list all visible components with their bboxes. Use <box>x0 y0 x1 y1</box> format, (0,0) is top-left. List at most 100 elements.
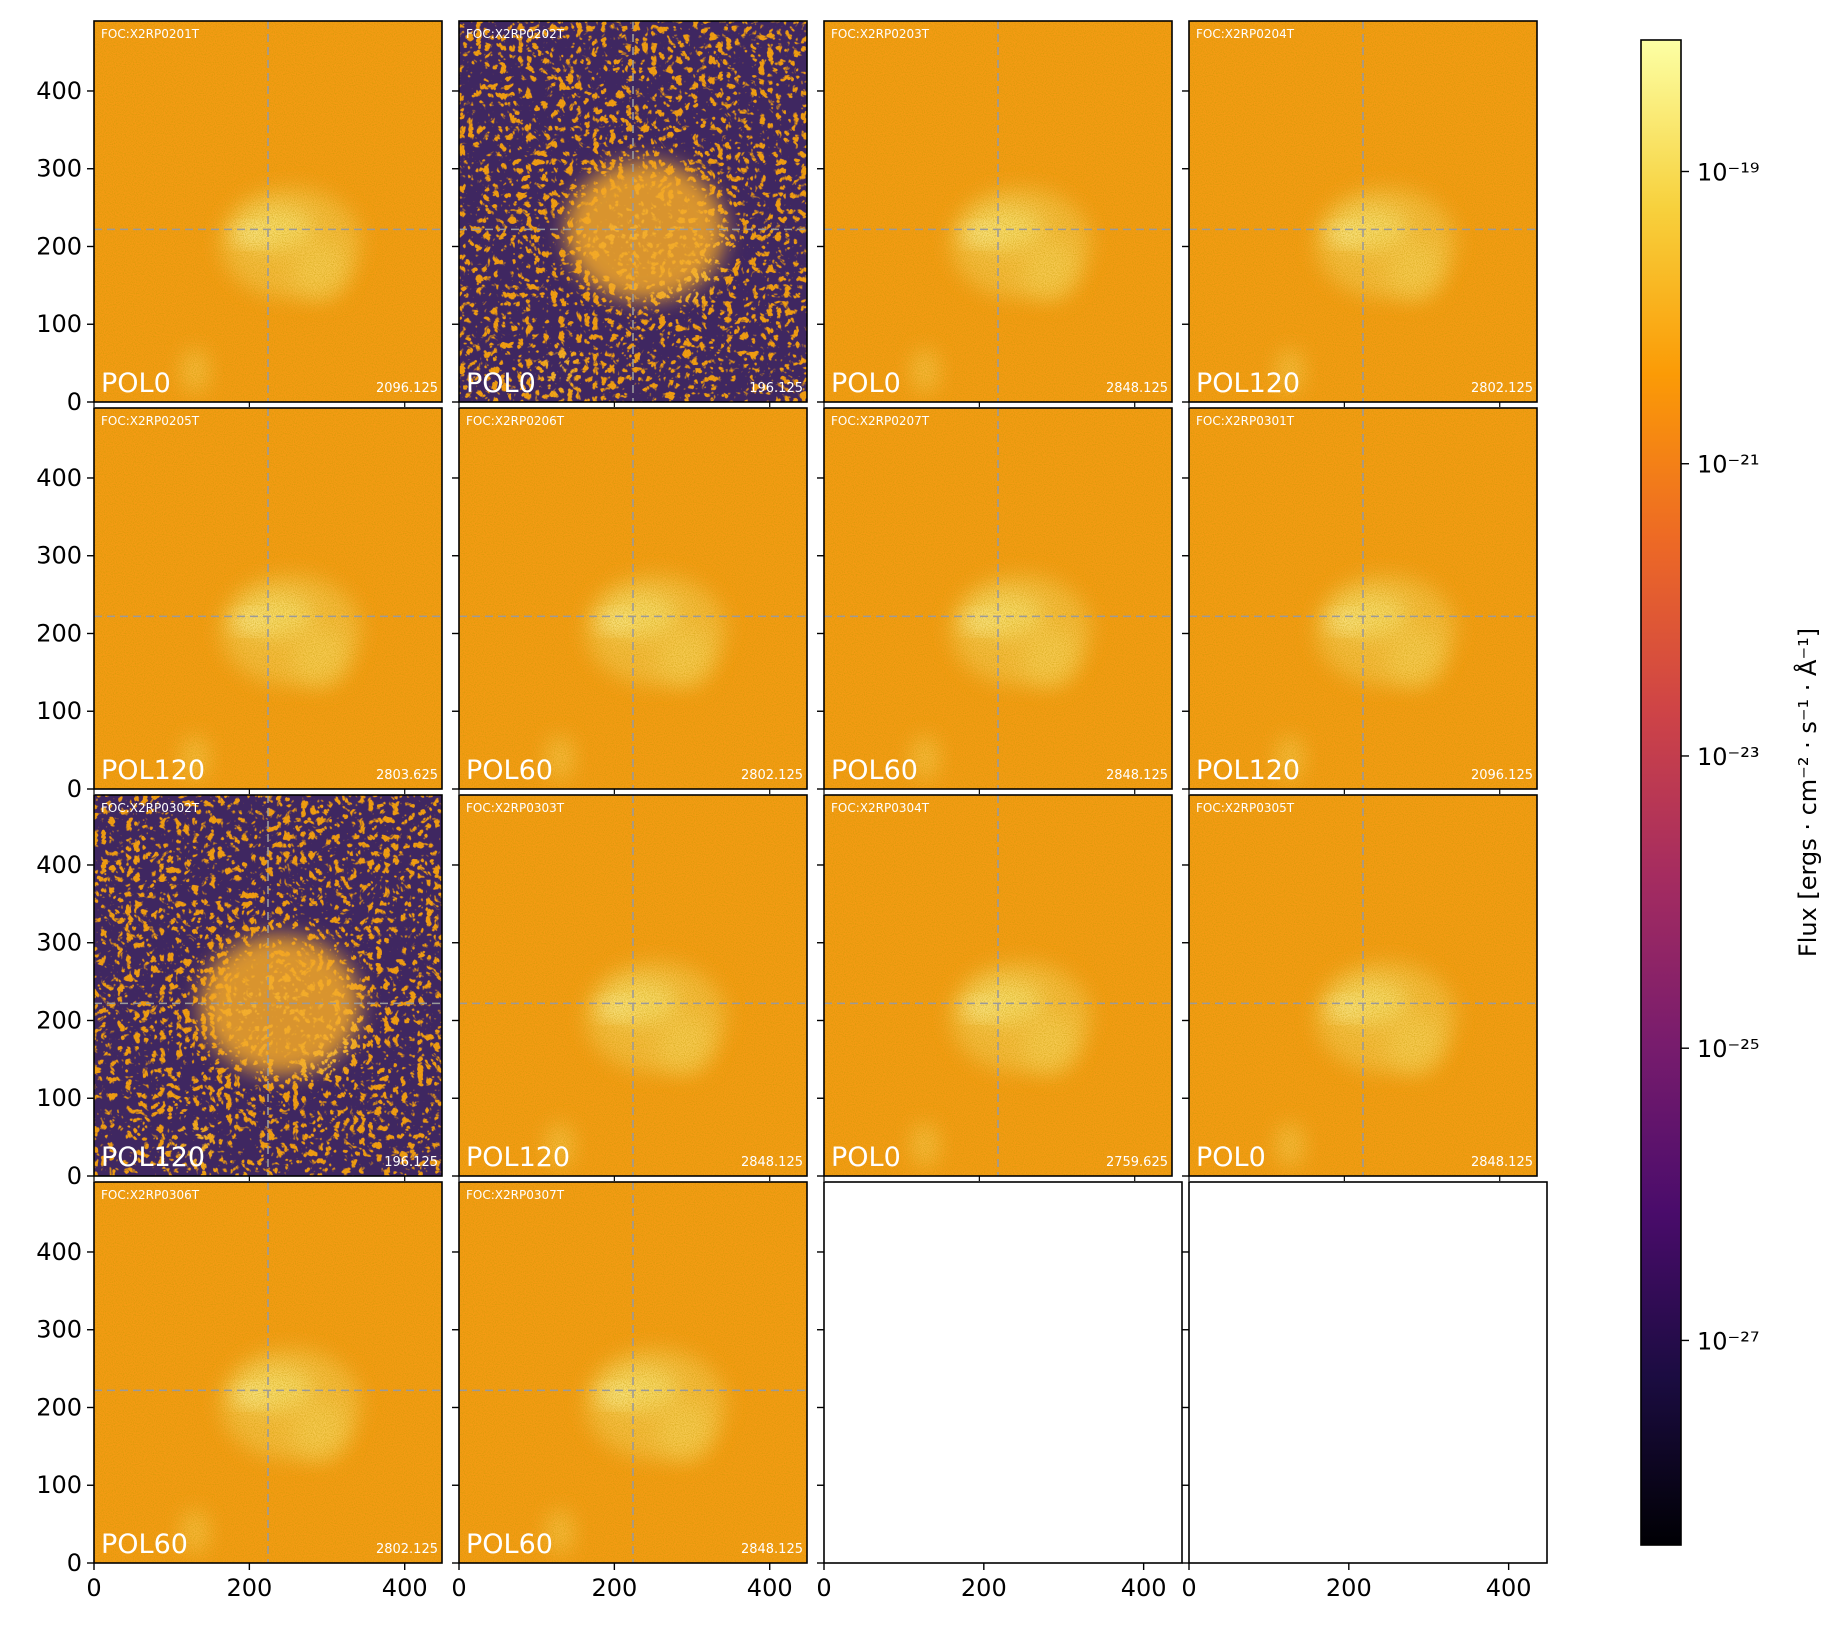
flux-image <box>94 21 442 402</box>
obs-id-label: FOC:X2RP0204T <box>1196 27 1295 41</box>
filter-label: POL60 <box>101 1529 188 1560</box>
colorbar-tick-label: 10⁻²⁷ <box>1697 1327 1759 1355</box>
filter-label: POL0 <box>466 368 536 399</box>
axes-frame <box>93 1181 443 1564</box>
obs-id-label: FOC:X2RP0205T <box>101 414 200 428</box>
x-tick-label: 0 <box>451 1574 466 1602</box>
y-tick-label: 300 <box>36 1316 82 1344</box>
obs-id-label: FOC:X2RP0207T <box>831 414 930 428</box>
axes-frame <box>458 407 808 790</box>
flux-image <box>459 408 807 789</box>
axes-frame <box>823 407 1173 790</box>
axes-frame <box>1188 794 1538 1177</box>
image-panel: FOC:X2RP0201T POL0 2096.125 0 100 200 300 400 <box>36 20 443 416</box>
filter-label: POL120 <box>1196 755 1300 786</box>
flux-image <box>459 1182 807 1563</box>
exptime-label: 2759.625 <box>1106 1155 1168 1170</box>
exptime-label: 2802.125 <box>741 768 803 783</box>
image-panel: FOC:X2RP0301T POL120 2096.125 <box>1182 407 1538 794</box>
y-tick-label: 100 <box>36 310 82 338</box>
image-panel: FOC:X2RP0203T POL0 2848.125 <box>817 20 1173 407</box>
empty-panel: 0 200 400 <box>1181 1181 1548 1602</box>
y-tick-label: 200 <box>36 1393 82 1421</box>
x-tick-label: 200 <box>226 1574 272 1602</box>
axes-frame <box>1188 20 1538 403</box>
obs-id-label: FOC:X2RP0206T <box>466 414 565 428</box>
image-panel: FOC:X2RP0207T POL60 2848.125 <box>817 407 1173 794</box>
axes-frame <box>458 20 808 403</box>
filter-label: POL0 <box>831 368 901 399</box>
y-tick-label: 300 <box>36 929 82 957</box>
exptime-label: 2096.125 <box>376 381 438 396</box>
y-tick-label: 300 <box>36 542 82 570</box>
x-tick-label: 0 <box>86 1574 101 1602</box>
filter-label: POL120 <box>101 755 205 786</box>
exptime-label: 2848.125 <box>741 1155 803 1170</box>
obs-id-label: FOC:X2RP0306T <box>101 1188 200 1202</box>
y-tick-label: 300 <box>36 155 82 183</box>
empty-panel: 0 200 400 <box>816 1181 1183 1602</box>
axes-frame <box>1188 407 1538 790</box>
obs-id-label: FOC:X2RP0202T <box>466 27 565 41</box>
obs-id-label: FOC:X2RP0305T <box>1196 801 1295 815</box>
y-tick-label: 400 <box>36 1238 82 1266</box>
flux-image <box>94 795 442 1176</box>
axes-frame <box>823 794 1173 1177</box>
obs-id-label: FOC:X2RP0307T <box>466 1188 565 1202</box>
x-tick-label: 400 <box>1121 1574 1167 1602</box>
flux-image <box>1189 795 1537 1176</box>
image-panel: FOC:X2RP0302T POL120 196.125 0 100 200 300 400 <box>36 794 443 1190</box>
obs-id-label: FOC:X2RP0203T <box>831 27 930 41</box>
x-tick-label: 200 <box>1326 1574 1372 1602</box>
filter-label: POL0 <box>831 1142 901 1173</box>
axes-frame <box>93 407 443 790</box>
y-tick-label: 200 <box>36 232 82 260</box>
colorbar-tick-label: 10⁻²⁵ <box>1697 1035 1759 1063</box>
flux-image <box>824 795 1172 1176</box>
y-tick-label: 400 <box>36 77 82 105</box>
x-tick-label: 0 <box>816 1574 831 1602</box>
axes-frame <box>823 1181 1183 1564</box>
flux-image <box>1189 21 1537 402</box>
x-tick-label: 0 <box>1181 1574 1196 1602</box>
exptime-label: 2848.125 <box>741 1542 803 1557</box>
flux-image <box>459 21 807 402</box>
colorbar-gradient <box>1640 39 1682 1546</box>
exptime-label: 196.125 <box>749 381 803 396</box>
colorbar-tick-label: 10⁻¹⁹ <box>1697 159 1759 187</box>
exptime-label: 2848.125 <box>1106 381 1168 396</box>
y-tick-label: 200 <box>36 1006 82 1034</box>
x-tick-label: 200 <box>961 1574 1007 1602</box>
x-tick-label: 200 <box>591 1574 637 1602</box>
obs-id-label: FOC:X2RP0303T <box>466 801 565 815</box>
exptime-label: 196.125 <box>384 1155 438 1170</box>
flux-image <box>1189 408 1537 789</box>
filter-label: POL120 <box>466 1142 570 1173</box>
flux-image <box>824 408 1172 789</box>
image-panel: FOC:X2RP0202T POL0 196.125 <box>452 20 808 407</box>
flux-image <box>459 795 807 1176</box>
y-tick-label: 0 <box>67 775 82 803</box>
flux-image <box>94 408 442 789</box>
filter-label: POL60 <box>466 755 553 786</box>
axes-frame <box>93 20 443 403</box>
y-tick-label: 200 <box>36 619 82 647</box>
obs-id-label: FOC:X2RP0201T <box>101 27 200 41</box>
filter-label: POL0 <box>1196 1142 1266 1173</box>
flux-image <box>94 1182 442 1563</box>
axes-frame <box>93 794 443 1177</box>
exptime-label: 2803.625 <box>376 768 438 783</box>
colorbar-label: Flux [ergs · cm⁻² · s⁻¹ · Å⁻¹] <box>1793 628 1822 957</box>
image-panel: FOC:X2RP0304T POL0 2759.625 <box>817 794 1173 1181</box>
filter-label: POL120 <box>101 1142 205 1173</box>
obs-id-label: FOC:X2RP0301T <box>1196 414 1295 428</box>
axes-frame <box>458 1181 808 1564</box>
colorbar-tick-label: 10⁻²³ <box>1697 743 1759 771</box>
image-panel: FOC:X2RP0204T POL120 2802.125 <box>1182 20 1538 407</box>
axes-frame <box>823 20 1173 403</box>
filter-label: POL60 <box>831 755 918 786</box>
axes-frame <box>458 794 808 1177</box>
y-tick-label: 400 <box>36 464 82 492</box>
y-tick-label: 100 <box>36 1471 82 1499</box>
